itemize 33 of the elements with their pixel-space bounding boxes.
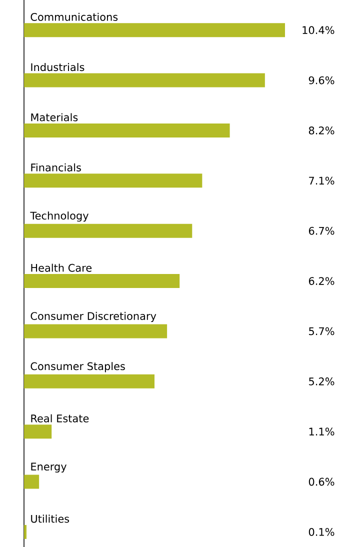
- bar: [24, 374, 154, 388]
- bar: [24, 274, 180, 288]
- data-label: 5.7%: [309, 327, 334, 336]
- bar: [24, 73, 265, 88]
- y-tick-label: Financials: [31, 163, 81, 172]
- bar: [24, 23, 286, 38]
- y-tick-label: Communications: [30, 12, 118, 21]
- bar: [24, 174, 202, 188]
- y-tick-label: Real Estate: [31, 414, 89, 422]
- bar: [24, 424, 52, 439]
- y-tick-label: Utilities: [31, 514, 70, 523]
- data-label: 0.1%: [308, 528, 334, 536]
- y-tick-label: Materials: [31, 113, 78, 122]
- data-label: 5.2%: [309, 377, 334, 386]
- bar: [24, 123, 230, 138]
- data-label: 6.2%: [308, 277, 334, 285]
- bar: [24, 324, 168, 338]
- data-label: 9.6%: [308, 76, 334, 84]
- y-tick-label: Consumer Staples: [30, 362, 125, 372]
- data-label: 7.1%: [309, 176, 334, 185]
- bar: [24, 224, 192, 238]
- bar: [24, 474, 40, 489]
- y-tick-label: Technology: [30, 212, 89, 222]
- data-label: 0.6%: [308, 478, 334, 486]
- data-label: 1.1%: [309, 428, 334, 436]
- y-tick-label: Energy: [31, 462, 67, 473]
- data-label: 10.4%: [302, 26, 334, 34]
- data-label: 6.7%: [308, 226, 334, 235]
- y-tick-label: Consumer Discretionary: [30, 312, 156, 322]
- y-tick-label: Industrials: [31, 63, 84, 72]
- bar: [24, 524, 27, 539]
- data-label: 8.2%: [308, 126, 334, 134]
- y-tick-label: Health Care: [31, 264, 92, 272]
